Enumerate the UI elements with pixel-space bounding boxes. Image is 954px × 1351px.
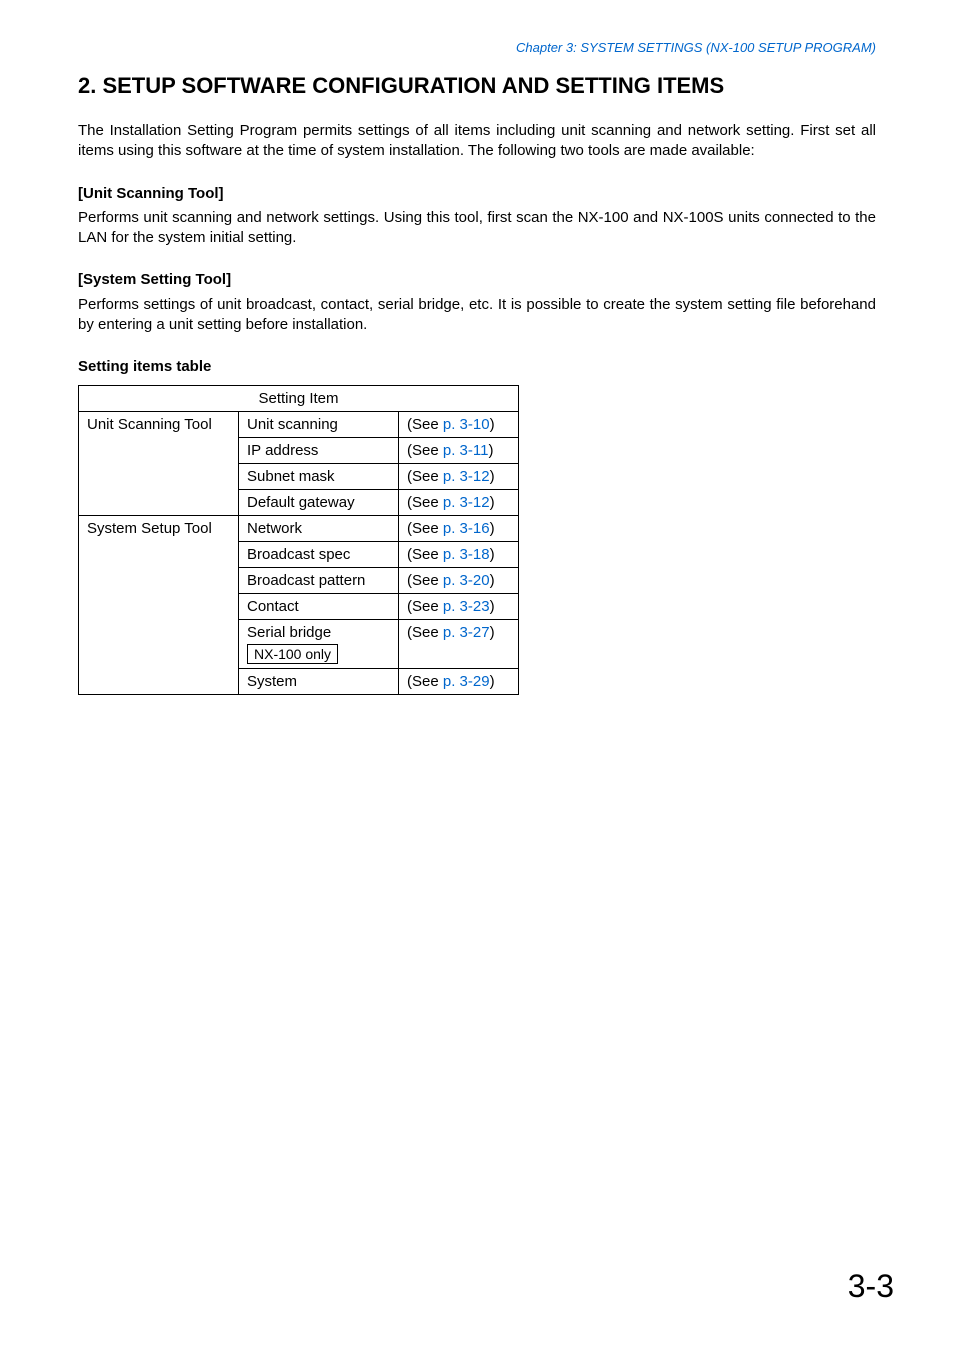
page-reference-link[interactable]: p. 3-12 bbox=[443, 494, 490, 511]
reference-cell: (See p. 3-12) bbox=[399, 490, 519, 516]
reference-cell: (See p. 3-10) bbox=[399, 412, 519, 438]
table-row: System Setup ToolNetwork(See p. 3-16) bbox=[79, 516, 519, 542]
reference-cell: (See p. 3-29) bbox=[399, 669, 519, 695]
page-reference-link[interactable]: p. 3-29 bbox=[443, 673, 490, 690]
section-title: 2. SETUP SOFTWARE CONFIGURATION AND SETT… bbox=[78, 73, 876, 99]
item-cell: Broadcast spec bbox=[239, 542, 399, 568]
page-number: 3-3 bbox=[848, 1268, 894, 1305]
item-cell: Unit scanning bbox=[239, 412, 399, 438]
subsection-body: Performs unit scanning and network setti… bbox=[78, 208, 876, 249]
chapter-header: Chapter 3: SYSTEM SETTINGS (NX-100 SETUP… bbox=[78, 40, 876, 55]
table-header: Setting Item bbox=[79, 386, 519, 412]
item-cell: Broadcast pattern bbox=[239, 568, 399, 594]
item-cell: Serial bridgeNX-100 only bbox=[239, 620, 399, 669]
reference-cell: (See p. 3-23) bbox=[399, 594, 519, 620]
reference-cell: (See p. 3-27) bbox=[399, 620, 519, 669]
subsection-unit-scanning: [Unit Scanning Tool] Performs unit scann… bbox=[78, 184, 876, 249]
page-reference-link[interactable]: p. 3-10 bbox=[443, 416, 490, 433]
item-cell: Subnet mask bbox=[239, 464, 399, 490]
page-reference-link[interactable]: p. 3-23 bbox=[443, 598, 490, 615]
page-reference-link[interactable]: p. 3-27 bbox=[443, 624, 490, 641]
item-cell: Network bbox=[239, 516, 399, 542]
setting-items-table: Setting Item Unit Scanning ToolUnit scan… bbox=[78, 385, 519, 695]
reference-cell: (See p. 3-16) bbox=[399, 516, 519, 542]
tool-cell: Unit Scanning Tool bbox=[79, 412, 239, 516]
page-reference-link[interactable]: p. 3-12 bbox=[443, 468, 490, 485]
table-row: Unit Scanning ToolUnit scanning(See p. 3… bbox=[79, 412, 519, 438]
subsection-head: [Unit Scanning Tool] bbox=[78, 184, 876, 204]
item-cell: Default gateway bbox=[239, 490, 399, 516]
page-reference-link[interactable]: p. 3-16 bbox=[443, 520, 490, 537]
tool-cell: System Setup Tool bbox=[79, 516, 239, 695]
table-caption: Setting items table bbox=[78, 357, 876, 377]
reference-cell: (See p. 3-12) bbox=[399, 464, 519, 490]
note-box: NX-100 only bbox=[247, 644, 338, 664]
reference-cell: (See p. 3-18) bbox=[399, 542, 519, 568]
subsection-head: [System Setting Tool] bbox=[78, 270, 876, 290]
reference-cell: (See p. 3-20) bbox=[399, 568, 519, 594]
item-cell: System bbox=[239, 669, 399, 695]
page-reference-link[interactable]: p. 3-20 bbox=[443, 572, 490, 589]
page-reference-link[interactable]: p. 3-11 bbox=[443, 442, 489, 459]
page-reference-link[interactable]: p. 3-18 bbox=[443, 546, 490, 563]
subsection-body: Performs settings of unit broadcast, con… bbox=[78, 295, 876, 336]
item-cell: Contact bbox=[239, 594, 399, 620]
reference-cell: (See p. 3-11) bbox=[399, 438, 519, 464]
subsection-system-setting: [System Setting Tool] Performs settings … bbox=[78, 270, 876, 335]
item-cell: IP address bbox=[239, 438, 399, 464]
intro-paragraph: The Installation Setting Program permits… bbox=[78, 121, 876, 162]
